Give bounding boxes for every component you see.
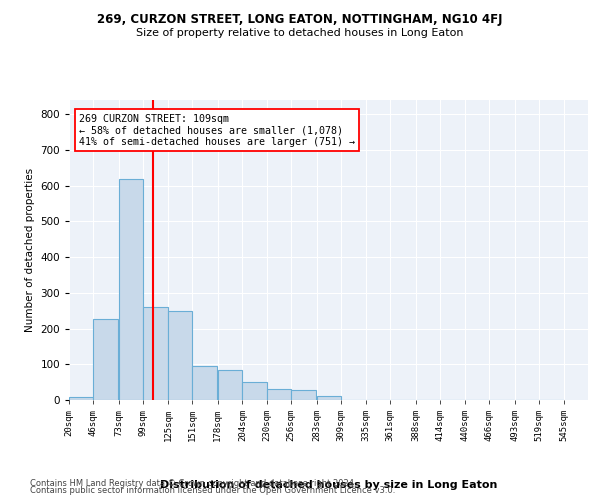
Bar: [94, 318, 118, 400]
Bar: [69, 397, 94, 400]
X-axis label: Distribution of detached houses by size in Long Eaton: Distribution of detached houses by size …: [160, 480, 497, 490]
Bar: [291, 390, 316, 400]
Text: Contains HM Land Registry data © Crown copyright and database right 2024.: Contains HM Land Registry data © Crown c…: [30, 478, 356, 488]
Bar: [119, 178, 143, 400]
Bar: [267, 390, 291, 400]
Bar: [242, 382, 267, 400]
Bar: [218, 370, 242, 400]
Bar: [168, 310, 193, 400]
Y-axis label: Number of detached properties: Number of detached properties: [25, 168, 35, 332]
Text: Size of property relative to detached houses in Long Eaton: Size of property relative to detached ho…: [136, 28, 464, 38]
Bar: [143, 307, 168, 400]
Text: 269, CURZON STREET, LONG EATON, NOTTINGHAM, NG10 4FJ: 269, CURZON STREET, LONG EATON, NOTTINGH…: [97, 12, 503, 26]
Bar: [193, 366, 217, 400]
Text: 269 CURZON STREET: 109sqm
← 58% of detached houses are smaller (1,078)
41% of se: 269 CURZON STREET: 109sqm ← 58% of detac…: [79, 114, 355, 146]
Bar: [317, 396, 341, 400]
Text: Contains public sector information licensed under the Open Government Licence v3: Contains public sector information licen…: [30, 486, 395, 495]
